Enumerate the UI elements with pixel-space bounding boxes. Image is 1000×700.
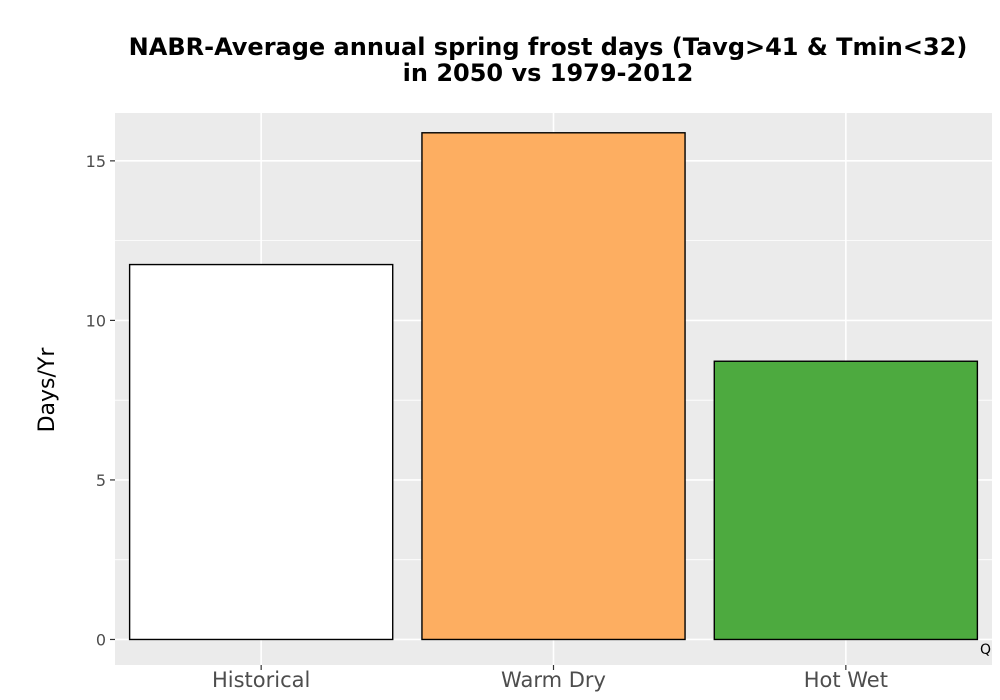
- y-tick-label: 0: [96, 630, 106, 649]
- bar-hot-wet: [713, 360, 979, 641]
- chart-caption: Q: [980, 642, 991, 658]
- x-tick-label: Historical: [212, 668, 310, 692]
- bar-warm-dry: [421, 132, 686, 641]
- chart-title-line2: in 2050 vs 1979-2012: [403, 59, 694, 87]
- chart-title-line1: NABR-Average annual spring frost days (T…: [129, 33, 968, 61]
- y-tick-label: 10: [86, 311, 106, 330]
- y-tick-label: 15: [86, 152, 106, 171]
- bar-historical: [128, 263, 394, 641]
- x-axis-ticks: Historical Warm Dry Hot Wet: [212, 665, 888, 692]
- bars-group: [128, 132, 979, 641]
- y-axis-title: Days/Yr: [35, 347, 60, 433]
- y-axis-ticks: 0 5 10 15: [86, 152, 115, 649]
- x-tick-label: Warm Dry: [501, 668, 606, 692]
- x-tick-label: Hot Wet: [804, 668, 888, 692]
- y-tick-label: 5: [96, 471, 106, 490]
